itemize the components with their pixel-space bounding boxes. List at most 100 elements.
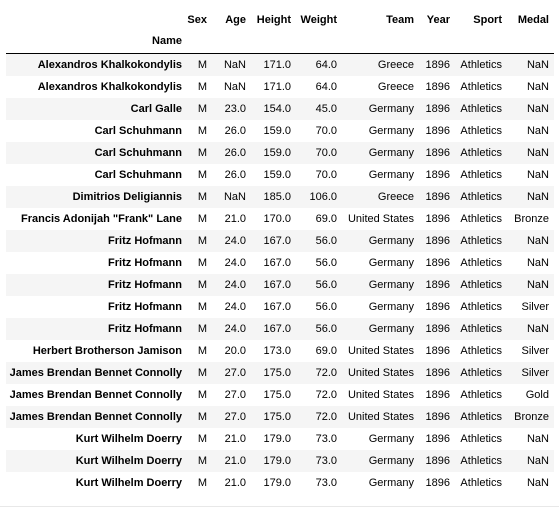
cell-weight: 56.0	[315, 301, 337, 313]
cell-year: 1896	[425, 147, 450, 159]
table-row: Fritz Hofmann M 24.0 167.0 56.0 Germany 1896 At…	[6, 296, 554, 318]
cell-sport: Athletics	[460, 191, 502, 203]
cell-team: Germany	[368, 323, 414, 335]
table-row: Fritz Hofmann M 24.0 167.0 56.0 Germany 1896 At…	[6, 318, 554, 340]
cell-weight: 56.0	[315, 279, 337, 291]
cell-height: 167.0	[263, 257, 291, 269]
cell-sex: M	[197, 411, 207, 423]
cell-team: Germany	[368, 103, 414, 115]
cell-year: 1896	[425, 125, 450, 137]
row-index-name: Kurt Wilhelm Doerry	[75, 455, 182, 467]
cell-age: 23.0	[224, 103, 246, 115]
cell-team: United States	[347, 411, 414, 423]
dataframe-table: Sex Age Height Weight Team Year Sport Me…	[6, 10, 554, 494]
row-index-name: Carl Galle	[130, 103, 182, 115]
cell-sport: Athletics	[460, 235, 502, 247]
cell-age: NaN	[223, 59, 246, 71]
cell-sex: M	[197, 147, 207, 159]
row-index-name: Kurt Wilhelm Doerry	[75, 477, 182, 489]
cell-sport: Athletics	[460, 411, 502, 423]
cell-weight: 72.0	[315, 411, 337, 423]
row-index-name: James Brendan Bennet Connolly	[9, 389, 182, 401]
cell-age: 21.0	[224, 433, 246, 445]
cell-sex: M	[197, 279, 207, 291]
cell-height: 159.0	[263, 125, 291, 137]
column-header-age: Age	[225, 14, 246, 26]
column-header-sport: Sport	[473, 14, 502, 26]
cell-weight: 73.0	[315, 433, 337, 445]
cell-sex: M	[197, 367, 207, 379]
cell-sport: Athletics	[460, 477, 502, 489]
cell-year: 1896	[425, 323, 450, 335]
index-name-header: Name	[6, 30, 187, 54]
cell-height: 167.0	[263, 323, 291, 335]
cell-team: United States	[347, 389, 414, 401]
cell-height: 179.0	[263, 433, 291, 445]
cell-medal: NaN	[526, 257, 549, 269]
cell-height: 175.0	[263, 367, 291, 379]
cell-medal: NaN	[526, 235, 549, 247]
cell-age: 24.0	[224, 323, 246, 335]
cell-team: Germany	[368, 147, 414, 159]
cell-sex: M	[197, 433, 207, 445]
cell-sex: M	[197, 169, 207, 181]
row-index-name: Francis Adonijah "Frank" Lane	[21, 213, 182, 225]
cell-year: 1896	[425, 367, 450, 379]
cell-age: 21.0	[224, 477, 246, 489]
cell-height: 154.0	[263, 103, 291, 115]
cell-height: 167.0	[263, 301, 291, 313]
cell-medal: Silver	[521, 367, 549, 379]
cell-age: NaN	[223, 191, 246, 203]
row-index-name: James Brendan Bennet Connolly	[9, 367, 182, 379]
cell-sport: Athletics	[460, 125, 502, 137]
output-bottom-border	[0, 506, 559, 507]
cell-height: 167.0	[263, 279, 291, 291]
cell-age: 27.0	[224, 411, 246, 423]
cell-weight: 64.0	[315, 81, 337, 93]
cell-age: 26.0	[224, 147, 246, 159]
index-header-row: Name	[6, 30, 554, 54]
header-corner	[6, 10, 187, 30]
cell-sport: Athletics	[460, 455, 502, 467]
cell-age: 21.0	[224, 455, 246, 467]
cell-team: Germany	[368, 235, 414, 247]
table-header: Sex Age Height Weight Team Year Sport Me…	[6, 10, 554, 54]
cell-weight: 45.0	[315, 103, 337, 115]
cell-team: Germany	[368, 279, 414, 291]
cell-weight: 72.0	[315, 367, 337, 379]
cell-sex: M	[197, 235, 207, 247]
cell-height: 171.0	[263, 59, 291, 71]
cell-year: 1896	[425, 257, 450, 269]
cell-weight: 72.0	[315, 389, 337, 401]
cell-year: 1896	[425, 191, 450, 203]
cell-year: 1896	[425, 411, 450, 423]
table-row: James Brendan Bennet Connolly M 27.0 175.0 7…	[6, 406, 554, 428]
cell-age: 24.0	[224, 257, 246, 269]
cell-sex: M	[197, 345, 207, 357]
cell-team: Germany	[368, 477, 414, 489]
cell-team: United States	[347, 213, 414, 225]
row-index-name: Fritz Hofmann	[108, 301, 182, 313]
row-index-name: Carl Schuhmann	[94, 125, 182, 137]
cell-weight: 73.0	[315, 455, 337, 467]
cell-sport: Athletics	[460, 323, 502, 335]
cell-sport: Athletics	[460, 433, 502, 445]
table-row: Carl Schuhmann M 26.0 159.0 70.0 Germany 1896 A…	[6, 142, 554, 164]
cell-team: Germany	[368, 455, 414, 467]
cell-team: United States	[347, 345, 414, 357]
column-header-row: Sex Age Height Weight Team Year Sport Me…	[6, 10, 554, 30]
cell-team: Germany	[368, 169, 414, 181]
table-row: Carl Schuhmann M 26.0 159.0 70.0 Germany 1896 A…	[6, 164, 554, 186]
cell-medal: Silver	[521, 301, 549, 313]
cell-sport: Athletics	[460, 367, 502, 379]
cell-weight: 56.0	[315, 323, 337, 335]
cell-year: 1896	[425, 59, 450, 71]
cell-sex: M	[197, 125, 207, 137]
table-row: Carl Schuhmann M 26.0 159.0 70.0 Germany 1896 A…	[6, 120, 554, 142]
row-index-name: Alexandros Khalkokondylis	[37, 59, 182, 71]
table-row: Fritz Hofmann M 24.0 167.0 56.0 Germany 1896 At…	[6, 230, 554, 252]
cell-medal: NaN	[526, 323, 549, 335]
cell-sex: M	[197, 455, 207, 467]
cell-medal: NaN	[526, 455, 549, 467]
cell-medal: Gold	[525, 389, 549, 401]
